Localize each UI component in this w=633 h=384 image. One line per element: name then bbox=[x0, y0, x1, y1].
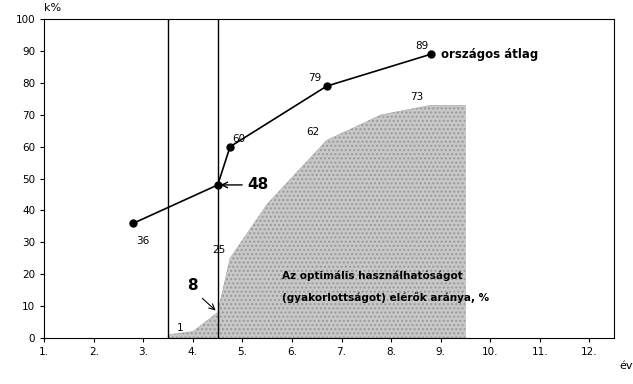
Text: Az optimális használhatóságot: Az optimális használhatóságot bbox=[282, 270, 463, 281]
Text: 62: 62 bbox=[306, 127, 319, 137]
Text: 89: 89 bbox=[415, 41, 429, 51]
Text: 48: 48 bbox=[248, 177, 268, 192]
Text: 79: 79 bbox=[308, 73, 322, 83]
Text: 60: 60 bbox=[232, 134, 246, 144]
Text: 36: 36 bbox=[136, 236, 149, 246]
Text: évfolyam: évfolyam bbox=[620, 360, 633, 371]
Text: k%: k% bbox=[44, 3, 61, 13]
Text: (gyakorlottságot) elérők aránya, %: (gyakorlottságot) elérők aránya, % bbox=[282, 292, 489, 303]
Text: 73: 73 bbox=[410, 92, 423, 102]
Text: országos átlag: országos átlag bbox=[441, 48, 538, 61]
Polygon shape bbox=[168, 105, 465, 338]
Text: 1: 1 bbox=[177, 323, 184, 333]
Text: 25: 25 bbox=[212, 245, 225, 255]
Text: 8: 8 bbox=[187, 278, 198, 293]
